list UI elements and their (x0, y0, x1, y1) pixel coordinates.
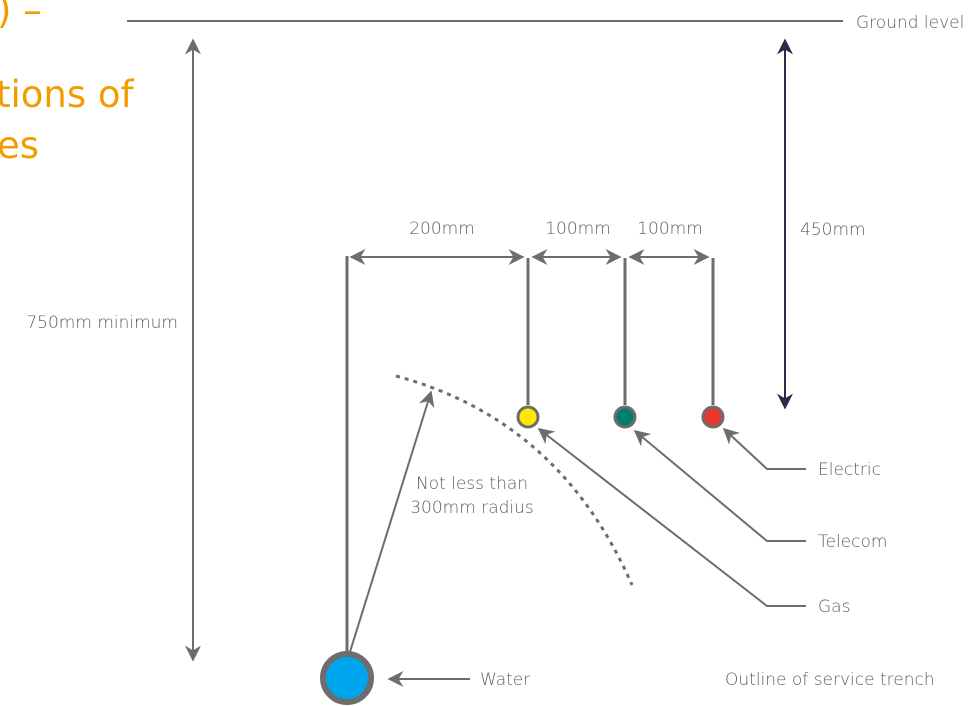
telecom-leader (633, 429, 806, 542)
trench-radius-curve (395, 374, 634, 586)
telecom-label: Telecom (818, 532, 887, 552)
spacing-label-200: 200mm (409, 219, 475, 239)
electric-leader (722, 427, 806, 470)
radius-label-line-1: Not less than (416, 474, 528, 494)
water-label: Water (480, 670, 530, 690)
ground-level-label: Ground level (856, 13, 964, 33)
heading-line-1: ) – (0, 0, 42, 32)
gas-leader (537, 428, 806, 607)
electric-pipe-icon (701, 405, 725, 429)
electric-label: Electric (818, 460, 881, 480)
heading-line-3: es (0, 124, 40, 167)
heading-line-2: tions of (0, 73, 134, 116)
water-pipe-icon (320, 651, 374, 705)
gas-pipe-icon (516, 405, 540, 429)
telecom-pipe-icon (613, 405, 637, 429)
radius-arrow (348, 390, 435, 656)
spacing-label-100-b: 100mm (637, 219, 703, 239)
radius-label-line-2: 300mm radius (410, 498, 534, 518)
spacing-label-100-a: 100mm (545, 219, 611, 239)
depth-shallow-label: 450mm (800, 220, 866, 240)
gas-label: Gas (818, 597, 850, 617)
trench-caption: Outline of service trench (725, 670, 935, 690)
depth-total-label: 750mm minimum (26, 313, 178, 333)
